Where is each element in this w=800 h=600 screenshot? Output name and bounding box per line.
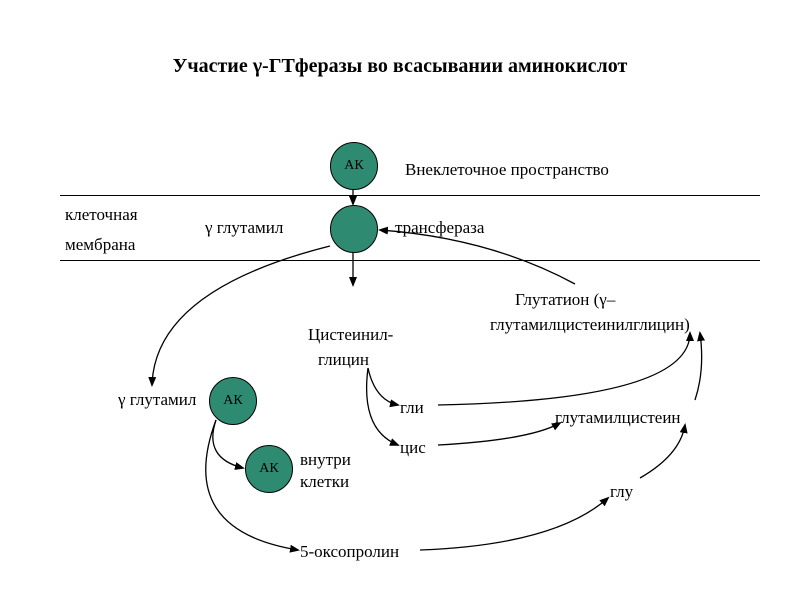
- label-glutathione-line1: Глутатион (γ–: [515, 290, 615, 310]
- arr-to-gamma-glutamyl: [152, 246, 330, 385]
- membrane-line-top: [60, 195, 760, 196]
- node-label: АК: [223, 393, 242, 409]
- label-cysteinyl-line2: глицин: [318, 350, 369, 370]
- arr-glucys-to-glutath: [695, 333, 702, 400]
- node-ak-extracellular: АК: [330, 142, 378, 190]
- label-membrane: мембрана: [65, 235, 135, 255]
- diagram-stage: Участие γ-ГТферазы во всасывании аминоки…: [0, 0, 800, 600]
- arrows-layer: [0, 0, 800, 600]
- label-cys: цис: [400, 438, 426, 458]
- label-transferase: трансфераза: [395, 218, 484, 238]
- arr-glu-to-glucys: [640, 425, 685, 478]
- arr-glutathione-in: [380, 230, 575, 284]
- label-inside-line1: внутри: [300, 450, 351, 470]
- node-label: АК: [344, 158, 363, 174]
- node-membrane-enzyme: [330, 205, 378, 253]
- arr-oxo-to-glu: [420, 498, 608, 550]
- label-gamma-glutamyl: γ глутамил: [205, 218, 283, 238]
- label-glu: глу: [610, 482, 633, 502]
- diagram-title: Участие γ-ГТферазы во всасывании аминоки…: [0, 55, 800, 78]
- label-extracellular: Внеклеточное пространство: [405, 160, 609, 180]
- label-cell: клеточная: [65, 205, 138, 225]
- node-ak-intracellular: АК: [245, 445, 293, 493]
- arr-cysgly-to-cys: [367, 368, 398, 445]
- label-cysteinyl-line1: Цистеинил-: [308, 325, 393, 345]
- node-label: АК: [259, 461, 278, 477]
- arr-gaak-to-ak: [213, 420, 243, 468]
- label-gamma-glutamyl-2: γ глутамил: [118, 390, 196, 410]
- label-glutathione-line2: глутамилцистеинилглицин): [490, 315, 690, 335]
- label-inside-line2: клетки: [300, 472, 349, 492]
- label-oxoproline: 5-оксопролин: [300, 542, 399, 562]
- arr-cysgly-to-gly: [368, 368, 398, 405]
- node-gamma-glutamyl-ak: АК: [209, 377, 257, 425]
- membrane-line-bottom: [60, 260, 760, 261]
- arr-gly-to-glutath: [438, 333, 690, 405]
- arr-cys-to-glucys: [438, 423, 560, 445]
- label-glutamylcysteine: глутамилцистеин: [555, 408, 681, 428]
- label-gly: гли: [400, 398, 424, 418]
